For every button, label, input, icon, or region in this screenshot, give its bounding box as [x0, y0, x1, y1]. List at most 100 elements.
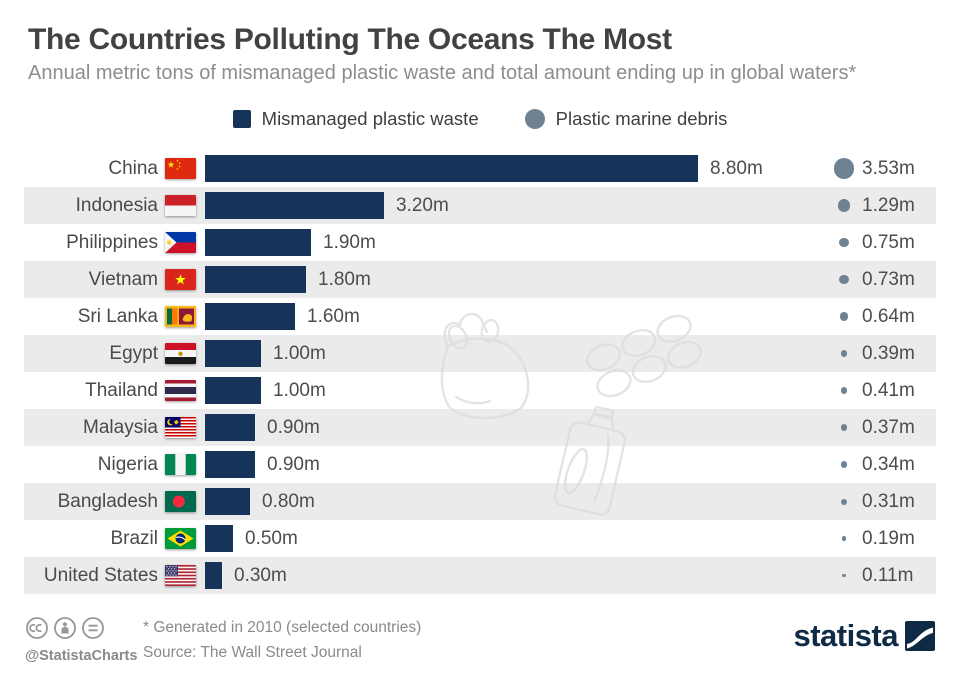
country-label: Thailand — [85, 379, 158, 401]
waste-bar — [205, 229, 311, 256]
debris-dot-box — [826, 573, 862, 578]
debris-cell: 0.73m — [826, 261, 936, 298]
debris-cell: 0.75m — [826, 224, 936, 261]
debris-cell: 0.41m — [826, 372, 936, 409]
table-row: Philippines 1.90m 0.75m — [24, 224, 936, 261]
table-row: United States 0.30m 0.11m — [24, 557, 936, 594]
table-row: Malaysia 0.90m 0.37m — [24, 409, 936, 446]
flag-icon-my — [165, 417, 196, 438]
bar-zone: 1.80m — [205, 261, 826, 298]
debris-dot-box — [826, 387, 862, 394]
debris-cell: 0.31m — [826, 483, 936, 520]
debris-value: 0.34m — [862, 453, 915, 475]
flag-icon-cn — [165, 158, 196, 179]
country-label: Philippines — [66, 231, 158, 253]
statista-logo-icon — [905, 621, 935, 651]
footnote: * Generated in 2010 (selected countries) — [143, 619, 422, 636]
legend-item-waste: Mismanaged plastic waste — [232, 108, 479, 130]
waste-bar — [205, 192, 384, 219]
bar-zone: 1.90m — [205, 224, 826, 261]
waste-value: 1.90m — [323, 231, 376, 253]
debris-value: 0.39m — [862, 342, 915, 364]
flag-icon-id — [165, 195, 196, 216]
debris-cell: 1.29m — [826, 187, 936, 224]
debris-value: 0.73m — [862, 268, 915, 290]
country-label: Bangladesh — [57, 490, 158, 512]
attribution-person-icon — [54, 617, 76, 639]
country-label: Sri Lanka — [77, 305, 158, 327]
flag-icon-vn — [165, 269, 196, 290]
legend-waste-label: Mismanaged plastic waste — [261, 108, 479, 129]
waste-bar — [205, 303, 295, 330]
debris-cell: 0.11m — [826, 557, 936, 594]
debris-cell: 0.39m — [826, 335, 936, 372]
cc-license-block: @StatistaCharts — [25, 616, 143, 664]
debris-dot — [842, 573, 846, 578]
waste-bar — [205, 525, 233, 552]
waste-bar — [205, 451, 255, 478]
table-row: Thailand 1.00m 0.41m — [24, 372, 936, 409]
flag-icon-us — [165, 565, 196, 586]
table-row: Bangladesh 0.80m 0.31m — [24, 483, 936, 520]
flag-icon-ng — [165, 454, 196, 475]
bar-zone: 1.60m — [205, 298, 826, 335]
statista-logo: statista — [793, 618, 935, 654]
debris-cell: 0.37m — [826, 409, 936, 446]
source-line: Source: The Wall Street Journal — [143, 644, 362, 661]
debris-dot-box — [826, 350, 862, 357]
debris-cell: 0.19m — [826, 520, 936, 557]
subtitle: Annual metric tons of mismanaged plastic… — [28, 62, 857, 84]
legend-item-debris: Plastic marine debris — [524, 108, 727, 130]
debris-dot-box — [826, 498, 862, 505]
debris-value: 0.64m — [862, 305, 915, 327]
header: The Countries Polluting The Oceans The M… — [28, 24, 938, 85]
debris-dot-box — [826, 536, 862, 541]
debris-dot — [839, 274, 849, 285]
legend: Mismanaged plastic waste Plastic marine … — [0, 108, 960, 130]
country-label: Indonesia — [75, 194, 158, 216]
table-row: Nigeria 0.90m 0.34m — [24, 446, 936, 483]
country-label: Nigeria — [97, 453, 158, 475]
waste-value: 8.80m — [710, 157, 763, 179]
debris-dot-box — [826, 461, 862, 468]
waste-value: 0.30m — [234, 564, 287, 586]
cc-icon — [26, 617, 48, 639]
footnotes: * Generated in 2010 (selected countries)… — [143, 615, 421, 665]
country-label: China — [108, 157, 158, 179]
table-row: Indonesia 3.20m 1.29m — [24, 187, 936, 224]
bar-zone: 0.90m — [205, 409, 826, 446]
flag-icon-eg — [165, 343, 196, 364]
country-label: United States — [43, 564, 158, 586]
debris-dot — [839, 312, 849, 321]
waste-bar — [205, 488, 250, 515]
debris-dot-box — [826, 158, 862, 179]
table-row: Vietnam 1.80m 0.73m — [24, 261, 936, 298]
bar-zone: 0.50m — [205, 520, 826, 557]
flag-icon-br — [165, 528, 196, 549]
waste-value: 0.80m — [262, 490, 315, 512]
statista-logo-text: statista — [793, 618, 898, 653]
debris-value: 0.19m — [862, 527, 915, 549]
debris-dot — [841, 498, 847, 505]
cc-badges — [26, 617, 104, 639]
debris-dot — [839, 237, 849, 248]
debris-value: 0.37m — [862, 416, 915, 438]
waste-bar — [205, 155, 698, 182]
waste-value: 1.00m — [273, 342, 326, 364]
bar-chart: China 8.80m 3.53m Indonesia 3.20m 1.29m Philip… — [24, 150, 936, 594]
debris-dot — [837, 199, 851, 212]
debris-dot-box — [826, 274, 862, 285]
country-label: Vietnam — [88, 268, 158, 290]
debris-dot-box — [826, 199, 862, 212]
waste-value: 1.60m — [307, 305, 360, 327]
debris-dot-box — [826, 424, 862, 431]
table-row: Sri Lanka 1.60m 0.64m — [24, 298, 936, 335]
equals-icon — [82, 617, 104, 639]
waste-value: 1.80m — [318, 268, 371, 290]
debris-value: 3.53m — [862, 157, 915, 179]
flag-icon-ph — [165, 232, 196, 253]
flag-icon-bd — [165, 491, 196, 512]
debris-dot — [833, 158, 855, 179]
bar-zone: 0.90m — [205, 446, 826, 483]
debris-value: 0.31m — [862, 490, 915, 512]
